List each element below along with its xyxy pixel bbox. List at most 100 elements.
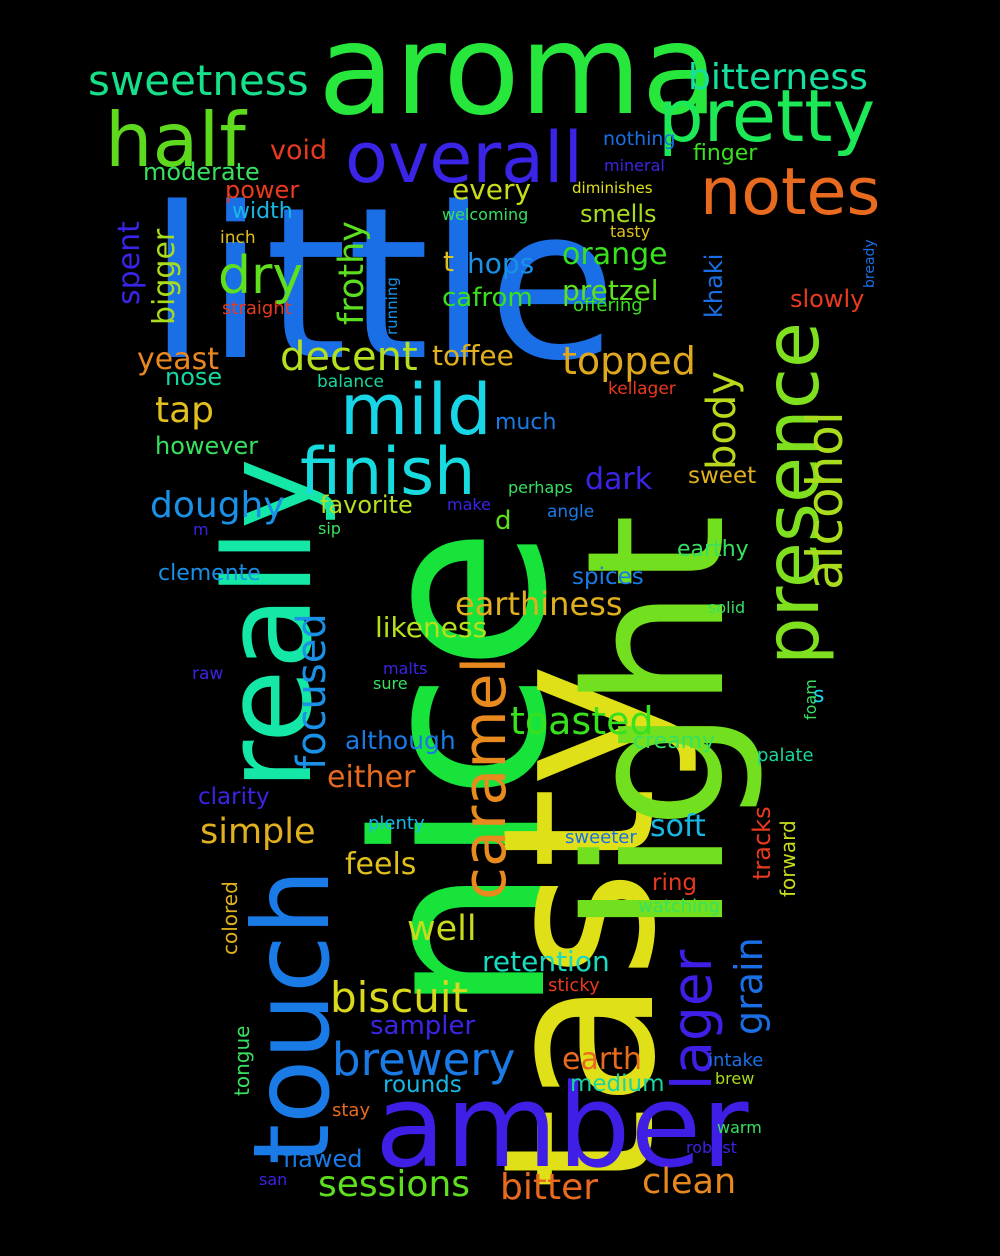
- word-perhaps: perhaps: [508, 478, 573, 497]
- word-earthy: earthy: [677, 537, 749, 562]
- word-tracks: tracks: [748, 806, 776, 880]
- word-san: san: [259, 1170, 288, 1189]
- word-grain: grain: [727, 937, 771, 1035]
- word-every: every: [452, 173, 532, 206]
- word-dark: dark: [585, 462, 653, 497]
- word-earthiness: earthiness: [455, 585, 623, 623]
- word-focused: focused: [289, 613, 335, 770]
- word-warm: warm: [717, 1118, 762, 1137]
- word-frothy: frothy: [332, 221, 372, 325]
- word-overall: overall: [345, 117, 583, 199]
- word-offering: offering: [573, 295, 643, 316]
- word-topped: topped: [562, 339, 696, 383]
- word-sure: sure: [373, 674, 408, 693]
- word-stay: stay: [332, 1100, 371, 1121]
- word-smells: smells: [580, 200, 657, 228]
- word-body: body: [699, 371, 745, 470]
- word-khaki: khaki: [700, 253, 728, 318]
- word-biscuit: biscuit: [330, 973, 469, 1022]
- word-doughy: doughy: [150, 485, 285, 526]
- word-pretzel: pretzel: [562, 274, 659, 307]
- word-mild: mild: [340, 369, 492, 451]
- word-sweetness: sweetness: [88, 56, 309, 105]
- word-orange: orange: [562, 237, 668, 272]
- word-although: although: [345, 726, 456, 755]
- word-finish: finish: [300, 435, 476, 510]
- word-rounds: rounds: [383, 1072, 462, 1098]
- word-palate: palate: [757, 745, 814, 766]
- word-balance: balance: [317, 372, 384, 392]
- word-width: width: [232, 199, 293, 224]
- word-t: t: [443, 245, 454, 278]
- word-clarity: clarity: [198, 784, 270, 810]
- word-moderate: moderate: [143, 158, 260, 186]
- word-s: s: [813, 683, 825, 708]
- word-feels: feels: [345, 847, 417, 882]
- word-nothing: nothing: [603, 128, 676, 150]
- word-sip: sip: [318, 519, 341, 538]
- word-caramel: caramel: [450, 656, 520, 900]
- word-earth: earth: [562, 1042, 642, 1077]
- word-welcoming: welcoming: [442, 205, 529, 224]
- word-sticky: sticky: [548, 975, 600, 996]
- word-bitterness: bitterness: [688, 57, 868, 98]
- word-finger: finger: [693, 141, 758, 166]
- word-sessions: sessions: [318, 1164, 471, 1205]
- word-spices: spices: [572, 564, 644, 590]
- word-notes: notes: [700, 155, 881, 230]
- word-bigger: bigger: [147, 228, 182, 325]
- word-forward: forward: [776, 820, 800, 897]
- word-bready: bready: [862, 239, 878, 288]
- word-make: make: [447, 495, 491, 514]
- word-slowly: slowly: [790, 285, 865, 313]
- word-tap: tap: [155, 390, 215, 431]
- word-soft: soft: [650, 809, 706, 844]
- word-toffee: toffee: [432, 339, 514, 372]
- word-alcohol: alcohol: [796, 411, 854, 590]
- word-cafrom: cafrom: [442, 283, 533, 313]
- word-spent: spent: [112, 221, 147, 305]
- word-colored: colored: [218, 881, 242, 955]
- word-m: m: [193, 520, 209, 539]
- word-sweet: sweet: [688, 463, 757, 489]
- word-raw: raw: [192, 664, 224, 684]
- word-angle: angle: [547, 502, 595, 522]
- word-void: void: [270, 135, 328, 166]
- word-pretty: pretty: [658, 74, 876, 158]
- word-decent: decent: [280, 334, 418, 380]
- word-running: running: [383, 277, 401, 335]
- word-bitter: bitter: [500, 1167, 599, 1208]
- word-yeast: yeast: [137, 342, 219, 377]
- word-diminishes: diminishes: [572, 179, 653, 197]
- word-intake: intake: [708, 1050, 764, 1071]
- word-hops: hops: [467, 247, 535, 280]
- word-ring: ring: [652, 870, 698, 896]
- word-well: well: [407, 909, 477, 949]
- word-watching: watching: [638, 896, 720, 917]
- word-amber: amber: [375, 1060, 749, 1194]
- word-brewery: brewery: [332, 1033, 516, 1086]
- word-plenty: plenty: [368, 813, 425, 834]
- word-sampler: sampler: [370, 1011, 476, 1041]
- word-sweeter: sweeter: [565, 827, 637, 848]
- word-straight: straight: [222, 298, 292, 319]
- word-inch: inch: [220, 228, 256, 248]
- word-robust: robust: [686, 1138, 737, 1157]
- word-clemente: clemente: [158, 561, 261, 586]
- word-likeness: likeness: [375, 611, 488, 644]
- word-however: however: [155, 432, 259, 460]
- word-dry: dry: [218, 246, 304, 306]
- word-retention: retention: [482, 945, 610, 978]
- word-clean: clean: [642, 1162, 737, 1202]
- word-favorite: favorite: [320, 491, 413, 519]
- word-kellager: kellager: [608, 379, 676, 399]
- word-d: d: [495, 506, 512, 536]
- word-tasty: tasty: [610, 222, 651, 241]
- word-creamy: creamy: [633, 729, 716, 754]
- word-half: half: [105, 96, 246, 184]
- word-mineral: mineral: [604, 156, 665, 175]
- word-malts: malts: [383, 659, 428, 678]
- word-either: either: [327, 760, 416, 795]
- word-medium: medium: [570, 1071, 665, 1097]
